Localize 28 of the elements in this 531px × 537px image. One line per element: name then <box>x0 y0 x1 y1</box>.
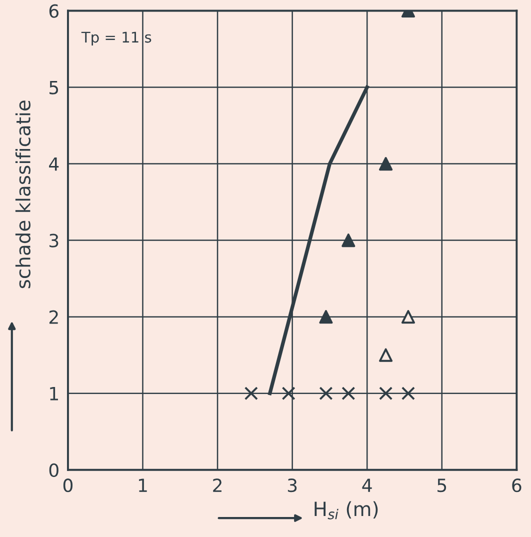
x-tick-label: 6 <box>512 478 522 492</box>
point <box>401 386 416 400</box>
y-tick-label: 1 <box>50 387 58 400</box>
point <box>319 386 333 400</box>
y-axis-title: schade klassificatie <box>15 100 30 288</box>
x-tick-label: 3 <box>288 478 297 492</box>
x-tick-label: 2 <box>213 478 222 492</box>
point <box>342 386 356 400</box>
point <box>379 157 393 171</box>
point <box>401 310 416 324</box>
point <box>342 234 356 248</box>
y-tick-label: 6 <box>49 4 58 18</box>
point <box>379 386 393 400</box>
y-tick-label: 2 <box>49 310 58 324</box>
x-tick-label: 0 <box>63 478 73 492</box>
y-tick-label: 4 <box>49 157 59 171</box>
x-tick-label: 1 <box>138 478 147 492</box>
x-tick-label: 4 <box>362 478 372 492</box>
point <box>244 386 258 400</box>
y-tick-label: 5 <box>50 80 58 94</box>
x-tick-label: 5 <box>438 478 446 492</box>
y-tick-label: 3 <box>50 234 58 248</box>
x-axis-title: H$_{si}$ (m) <box>314 501 378 520</box>
point <box>282 386 296 400</box>
point <box>379 348 393 362</box>
point <box>319 310 333 324</box>
annotation: Tp = 11 s <box>81 32 152 46</box>
y-tick-label: 0 <box>49 463 58 477</box>
